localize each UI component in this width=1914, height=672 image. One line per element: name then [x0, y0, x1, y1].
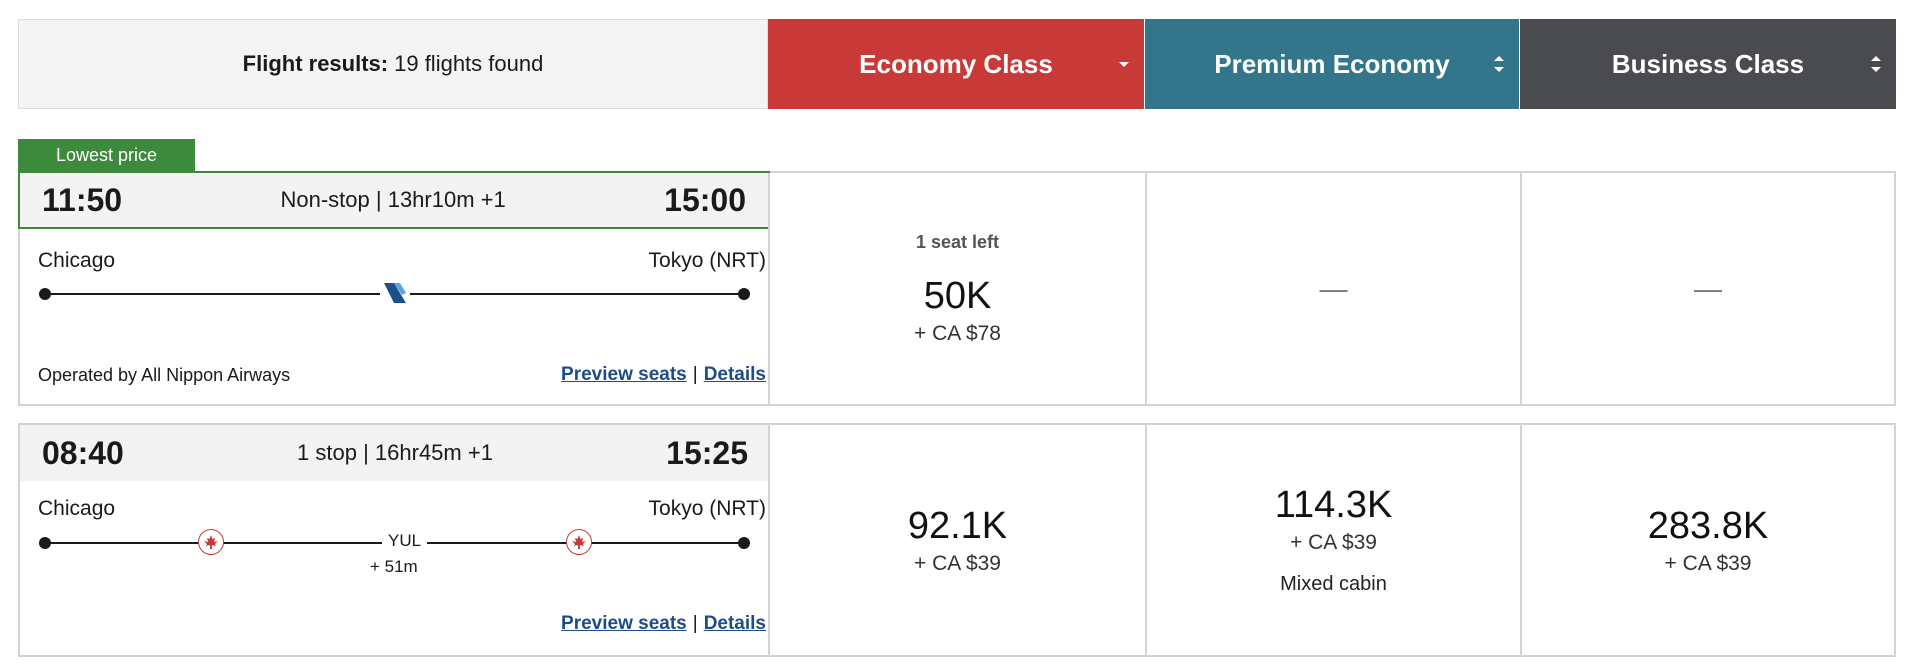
- flight-links: Preview seats | Details: [561, 364, 766, 386]
- fare-points: 50K: [923, 274, 992, 317]
- premium-fare-cell[interactable]: 114.3K + CA $39 Mixed cabin: [1147, 425, 1520, 655]
- results-label: Flight results:: [242, 51, 389, 76]
- cell-divider: [768, 425, 770, 655]
- lowest-price-badge: Lowest price: [18, 139, 195, 171]
- fare-points: 283.8K: [1647, 504, 1769, 547]
- premium-economy-header[interactable]: Premium Economy: [1145, 19, 1519, 109]
- cell-divider: [1520, 425, 1522, 655]
- departure-time: 11:50: [42, 181, 123, 218]
- premium-economy-label: Premium Economy: [1214, 48, 1450, 79]
- air-canada-maple-leaf-icon: [198, 529, 224, 555]
- destination-dot: [738, 288, 750, 300]
- origin-city: Chicago: [38, 249, 116, 272]
- origin-city: Chicago: [38, 497, 116, 520]
- fare-cash: + CA $39: [1290, 531, 1377, 554]
- unavailable-dash: —: [1694, 272, 1722, 304]
- link-separator: |: [692, 364, 698, 385]
- flight-card: 08:40 1 stop | 16hr45m +1 15:25 Chicago …: [18, 423, 1896, 657]
- mixed-cabin-note: Mixed cabin: [1280, 573, 1387, 595]
- fare-points: 92.1K: [907, 504, 1008, 547]
- fare-cash: + CA $39: [1664, 551, 1752, 575]
- business-fare-cell[interactable]: 283.8K + CA $39: [1522, 425, 1894, 655]
- fare-points: 114.3K: [1274, 484, 1393, 526]
- economy-class-label: Economy Class: [859, 48, 1053, 79]
- seats-left: 1 seat left: [915, 231, 1000, 252]
- operated-by: Operated by All Nippon Airways: [38, 365, 291, 385]
- details-link[interactable]: Details: [703, 364, 766, 385]
- economy-fare-cell[interactable]: 92.1K + CA $39: [770, 425, 1145, 655]
- cell-divider: [1520, 173, 1522, 404]
- destination-dot: [738, 537, 750, 549]
- business-class-header[interactable]: Business Class: [1520, 19, 1896, 109]
- cell-divider: [1145, 425, 1147, 655]
- results-summary: Flight results: 19 flights found: [18, 19, 768, 109]
- sort-icon: [1494, 56, 1504, 72]
- economy-class-header[interactable]: Economy Class: [768, 19, 1144, 109]
- destination-city: Tokyo (NRT): [648, 249, 766, 272]
- departure-time: 08:40: [42, 434, 124, 471]
- preview-seats-link[interactable]: Preview seats: [561, 364, 687, 385]
- cell-divider: [768, 173, 770, 404]
- flight-card: 11:50 Non-stop | 13hr10m +1 15:00 Chicag…: [18, 171, 1896, 406]
- layover-duration: + 51m: [370, 557, 418, 576]
- fare-cash: + CA $39: [914, 551, 1001, 575]
- business-fare-cell: —: [1522, 173, 1894, 404]
- fare-cash: + CA $78: [914, 321, 1001, 345]
- details-link[interactable]: Details: [703, 613, 766, 634]
- preview-seats-link[interactable]: Preview seats: [561, 613, 687, 634]
- flight-links: Preview seats | Details: [561, 613, 766, 635]
- stop-airport-code: YUL: [382, 531, 428, 551]
- arrival-time: 15:00: [664, 181, 746, 218]
- premium-fare-cell: —: [1147, 173, 1520, 404]
- flight-times-bar: 08:40 1 stop | 16hr45m +1 15:25: [20, 425, 770, 481]
- economy-fare-cell[interactable]: 1 seat left 50K + CA $78: [770, 173, 1145, 404]
- flight-times-bar: 11:50 Non-stop | 13hr10m +1 15:00: [18, 171, 770, 229]
- sort-icon: [1871, 56, 1881, 72]
- results-count: 19 flights found: [394, 51, 544, 76]
- ana-tail-icon: [380, 281, 410, 305]
- link-separator: |: [692, 613, 698, 634]
- flight-duration-summary: 1 stop | 16hr45m +1: [297, 440, 493, 465]
- sort-desc-icon: [1119, 62, 1129, 67]
- unavailable-dash: —: [1319, 272, 1348, 304]
- air-canada-maple-leaf-icon: [566, 529, 592, 555]
- arrival-time: 15:25: [666, 434, 748, 471]
- business-class-label: Business Class: [1611, 48, 1805, 79]
- flight-duration-summary: Non-stop | 13hr10m +1: [280, 187, 506, 212]
- cell-divider: [1145, 173, 1147, 404]
- destination-city: Tokyo (NRT): [648, 497, 766, 520]
